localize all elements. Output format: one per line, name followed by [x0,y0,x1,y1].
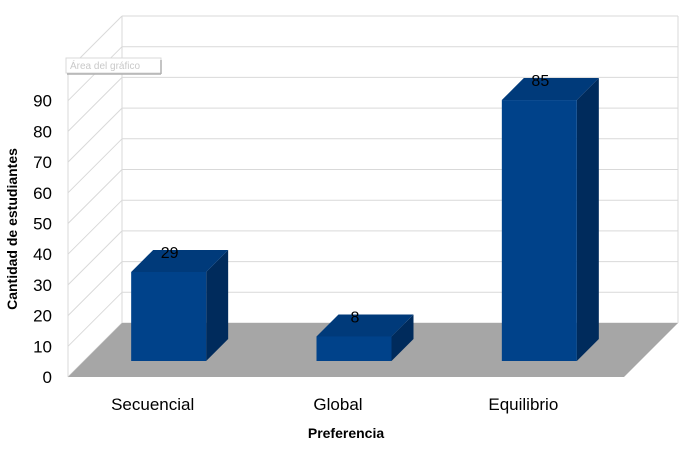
gridline-side [67,107,123,163]
bar-front [131,271,207,361]
bar-top [316,314,414,337]
gridline-side [67,199,123,255]
bar-side [206,249,229,361]
gridline-side [67,230,123,286]
bar [501,78,599,362]
x-category-label: Secuencial [111,395,194,414]
y-tick-label: 0 [43,368,52,387]
bar [316,314,414,361]
y-tick-label: 80 [33,122,52,141]
tooltip-text: Área del gráfico [70,59,140,72]
y-tick-label: 10 [33,337,52,356]
x-category-label: Global [313,395,362,414]
bar-side [391,314,414,361]
y-tick-label: 20 [33,307,52,326]
chart-area-tooltip: Área del gráfico [65,57,162,75]
y-axis-ticks: 0 10 20 30 40 50 60 70 80 90 [33,92,52,387]
x-category-label: Equilibrio [488,395,558,414]
data-label: 85 [531,73,549,90]
bar-front [501,100,577,362]
gridline-side [67,291,123,347]
data-label: 29 [161,245,179,262]
bar-top [501,78,599,101]
bar-front [316,336,392,361]
x-axis-title: Preferencia [308,425,384,441]
y-tick-label: 90 [33,92,52,111]
data-labels: 29 8 85 [161,73,550,326]
x-axis-categories: Secuencial Global Equilibrio [111,395,558,414]
gridline-side [67,138,123,194]
bar [131,249,229,361]
y-tick-label: 40 [33,245,52,264]
gridline-side [67,77,123,132]
y-tick-label: 30 [33,276,52,295]
y-tick-label: 70 [33,153,52,172]
y-tick-label: 50 [33,215,52,234]
bar-top [131,249,229,272]
y-tick-label: 60 [33,184,52,203]
bar-side [576,78,599,362]
y-axis-title: Cantidad de estudiantes [4,148,20,310]
gridline-side [67,261,123,316]
bars-layer [131,78,599,362]
data-label: 8 [351,309,360,326]
gridline-side [67,169,123,224]
